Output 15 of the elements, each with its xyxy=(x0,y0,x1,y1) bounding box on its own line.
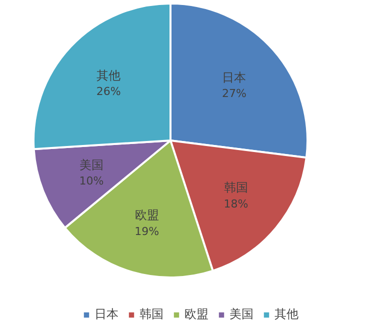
legend-label: 其他 xyxy=(274,306,298,323)
legend-label: 韩国 xyxy=(140,306,164,323)
legend-label: 欧盟 xyxy=(184,306,208,323)
data-label: 10% xyxy=(79,174,104,188)
slice-label: 日本 xyxy=(222,70,246,84)
slice-label: 欧盟 xyxy=(134,208,159,222)
data-label: 26% xyxy=(96,85,121,98)
slice-label: 美国 xyxy=(80,158,104,172)
legend-label: 美国 xyxy=(230,306,254,323)
slice-label: 其他 xyxy=(96,68,121,82)
slice-label: 韩国 xyxy=(224,180,248,195)
data-label: 19% xyxy=(134,224,160,238)
data-label: 18% xyxy=(224,197,248,210)
legend-label: 日本 xyxy=(94,306,118,323)
data-label: 27% xyxy=(222,87,246,100)
